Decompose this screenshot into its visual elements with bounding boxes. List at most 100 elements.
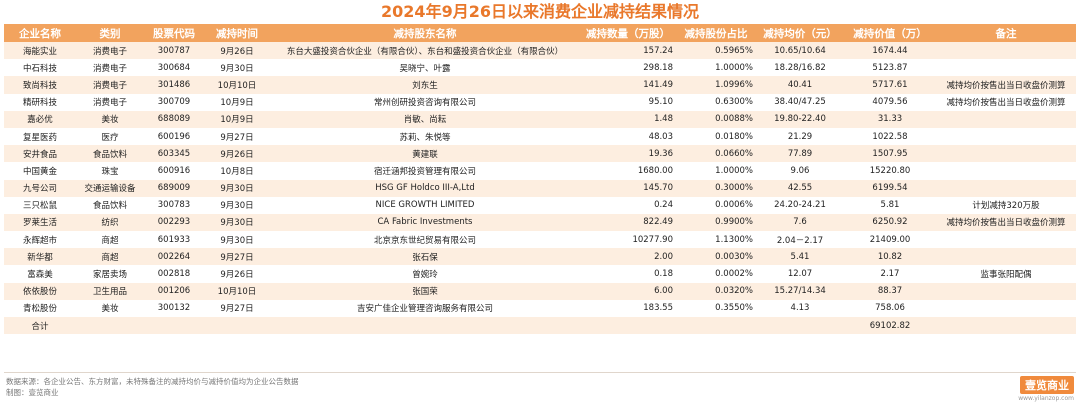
table-header-row: 企业名称 类别 股票代码 减持时间 减持股东名称 减持数量（万股） 减持股份占比 减持均价（元… bbox=[4, 24, 1076, 42]
company-name-cell: 三只松鼠 bbox=[4, 196, 76, 214]
category-cell: 纺织 bbox=[76, 213, 144, 232]
date-cell: 9月30日 bbox=[204, 179, 270, 197]
quantity-cell: 48.03 bbox=[580, 127, 676, 146]
table-row: 富森美 家居卖场 002818 9月26日 曾婉玲 0.18 0.0002% 12.07 2.1… bbox=[4, 265, 1076, 283]
category-cell: 交通运输设备 bbox=[76, 179, 144, 197]
value-cell: 31.33 bbox=[844, 110, 936, 128]
column-header: 企业名称 bbox=[4, 24, 76, 42]
remark-cell bbox=[936, 162, 1076, 180]
date-cell: 9月30日 bbox=[204, 213, 270, 232]
table-body: 海能实业 消费电子 300787 9月26日 东台大盛投资合伙企业（有限合伙）、东台和盛… bbox=[4, 42, 1076, 335]
remark-cell: 减持均价按售出当日收盘价测算 bbox=[936, 213, 1076, 232]
date-cell: 10月10日 bbox=[204, 76, 270, 94]
shareholder-cell bbox=[270, 317, 580, 335]
date-cell: 9月30日 bbox=[204, 59, 270, 77]
stock-code-cell: 002818 bbox=[144, 265, 204, 283]
column-header: 减持股份占比 bbox=[676, 24, 756, 42]
company-name-cell: 复星医药 bbox=[4, 127, 76, 146]
remark-cell bbox=[936, 248, 1076, 266]
ratio-cell: 1.1300% bbox=[676, 231, 756, 249]
company-name-cell: 九号公司 bbox=[4, 179, 76, 197]
company-name-cell: 致尚科技 bbox=[4, 76, 76, 94]
stock-code-cell: 603345 bbox=[144, 145, 204, 163]
avg-price-cell: 9.06 bbox=[756, 162, 844, 180]
stock-code-cell: 002264 bbox=[144, 248, 204, 266]
category-cell: 美妆 bbox=[76, 110, 144, 128]
remark-cell bbox=[936, 145, 1076, 163]
value-cell: 69102.82 bbox=[844, 317, 936, 335]
shareholder-cell: CA Fabric Investments bbox=[270, 213, 580, 232]
category-cell: 消费电子 bbox=[76, 76, 144, 94]
ratio-cell: 1.0000% bbox=[676, 59, 756, 77]
date-cell: 9月27日 bbox=[204, 248, 270, 266]
remark-cell bbox=[936, 299, 1076, 317]
table-row: 永辉超市 商超 601933 9月30日 北京京东世纪贸易有限公司 10277.90 1.1… bbox=[4, 231, 1076, 249]
value-cell: 5123.87 bbox=[844, 59, 936, 77]
avg-price-cell: 18.28/16.82 bbox=[756, 59, 844, 77]
ratio-cell bbox=[676, 317, 756, 335]
table-row: 海能实业 消费电子 300787 9月26日 东台大盛投资合伙企业（有限合伙）、东台和盛… bbox=[4, 42, 1076, 60]
ratio-cell: 0.3550% bbox=[676, 299, 756, 317]
date-cell: 9月26日 bbox=[204, 145, 270, 163]
table-row: 合计 69102.82 bbox=[4, 317, 1076, 335]
date-cell: 9月26日 bbox=[204, 42, 270, 60]
remark-cell bbox=[936, 231, 1076, 249]
stock-code-cell: 001206 bbox=[144, 282, 204, 300]
remark-cell bbox=[936, 110, 1076, 128]
remark-cell bbox=[936, 59, 1076, 77]
remark-cell bbox=[936, 282, 1076, 300]
ratio-cell: 0.3000% bbox=[676, 179, 756, 197]
category-cell bbox=[76, 317, 144, 335]
quantity-cell: 2.00 bbox=[580, 248, 676, 266]
table-row: 致尚科技 消费电子 301486 10月10日 刘东生 141.49 1.0996% 40.4… bbox=[4, 76, 1076, 94]
footer-source: 数据来源：各企业公告、东方财富，未特殊备注的减持均价与减持价值均为企业公告数据 bbox=[6, 377, 299, 386]
footer-credit: 制图：壹览商业 bbox=[6, 388, 59, 397]
stock-code-cell: 689009 bbox=[144, 179, 204, 197]
value-cell: 2.17 bbox=[844, 265, 936, 283]
value-cell: 758.06 bbox=[844, 299, 936, 317]
stock-code-cell: 300709 bbox=[144, 93, 204, 111]
avg-price-cell: 21.29 bbox=[756, 127, 844, 146]
column-header: 减持股东名称 bbox=[270, 24, 580, 42]
stock-code-cell: 600916 bbox=[144, 162, 204, 180]
date-cell: 9月27日 bbox=[204, 127, 270, 146]
remark-cell: 减持均价按售出当日收盘价测算 bbox=[936, 76, 1076, 94]
quantity-cell: 0.24 bbox=[580, 196, 676, 214]
table-row: 依依股份 卫生用品 001206 10月10日 张国荣 6.00 0.0320% 15.27/… bbox=[4, 282, 1076, 300]
category-cell: 消费电子 bbox=[76, 42, 144, 60]
quantity-cell: 10277.90 bbox=[580, 231, 676, 249]
quantity-cell: 183.55 bbox=[580, 299, 676, 317]
company-name-cell: 嘉必优 bbox=[4, 110, 76, 128]
table-row: 九号公司 交通运输设备 689009 9月30日 HSG GF Holdco III-A… bbox=[4, 179, 1076, 197]
avg-price-cell: 7.6 bbox=[756, 213, 844, 232]
reduction-table: 企业名称 类别 股票代码 减持时间 减持股东名称 减持数量（万股） 减持股份占比 减持均价（元… bbox=[4, 24, 1076, 335]
table-row: 罗莱生活 纺织 002293 9月30日 CA Fabric Investments 82… bbox=[4, 213, 1076, 232]
table-row: 精研科技 消费电子 300709 10月9日 常州创研投资咨询有限公司 95.10 0.63… bbox=[4, 93, 1076, 111]
shareholder-cell: 宿迁涵邦投资管理有限公司 bbox=[270, 162, 580, 180]
ratio-cell: 0.0030% bbox=[676, 248, 756, 266]
remark-cell: 监事张阳配偶 bbox=[936, 265, 1076, 283]
date-cell: 9月30日 bbox=[204, 196, 270, 214]
value-cell: 5717.61 bbox=[844, 76, 936, 94]
shareholder-cell: 黄建联 bbox=[270, 145, 580, 163]
company-name-cell: 富森美 bbox=[4, 265, 76, 283]
remark-cell: 计划减持320万股 bbox=[936, 196, 1076, 214]
quantity-cell: 145.70 bbox=[580, 179, 676, 197]
shareholder-cell: 张石保 bbox=[270, 248, 580, 266]
shareholder-cell: 常州创研投资咨询有限公司 bbox=[270, 93, 580, 111]
stock-code-cell bbox=[144, 317, 204, 335]
ratio-cell: 1.0000% bbox=[676, 162, 756, 180]
table-row: 复星医药 医疗 600196 9月27日 苏莉、朱悦等 48.03 0.0180% 21.29… bbox=[4, 127, 1076, 146]
remark-cell bbox=[936, 179, 1076, 197]
value-cell: 88.37 bbox=[844, 282, 936, 300]
logo-url: www.yilanzop.com bbox=[1018, 395, 1074, 402]
quantity-cell: 141.49 bbox=[580, 76, 676, 94]
value-cell: 15220.80 bbox=[844, 162, 936, 180]
avg-price-cell: 5.41 bbox=[756, 248, 844, 266]
quantity-cell: 1680.00 bbox=[580, 162, 676, 180]
avg-price-cell: 4.13 bbox=[756, 299, 844, 317]
value-cell: 1674.44 bbox=[844, 42, 936, 60]
company-name-cell: 海能实业 bbox=[4, 42, 76, 60]
table-row: 新华都 商超 002264 9月27日 张石保 2.00 0.0030% 5.41 10.82 bbox=[4, 248, 1076, 266]
date-cell: 9月30日 bbox=[204, 231, 270, 249]
